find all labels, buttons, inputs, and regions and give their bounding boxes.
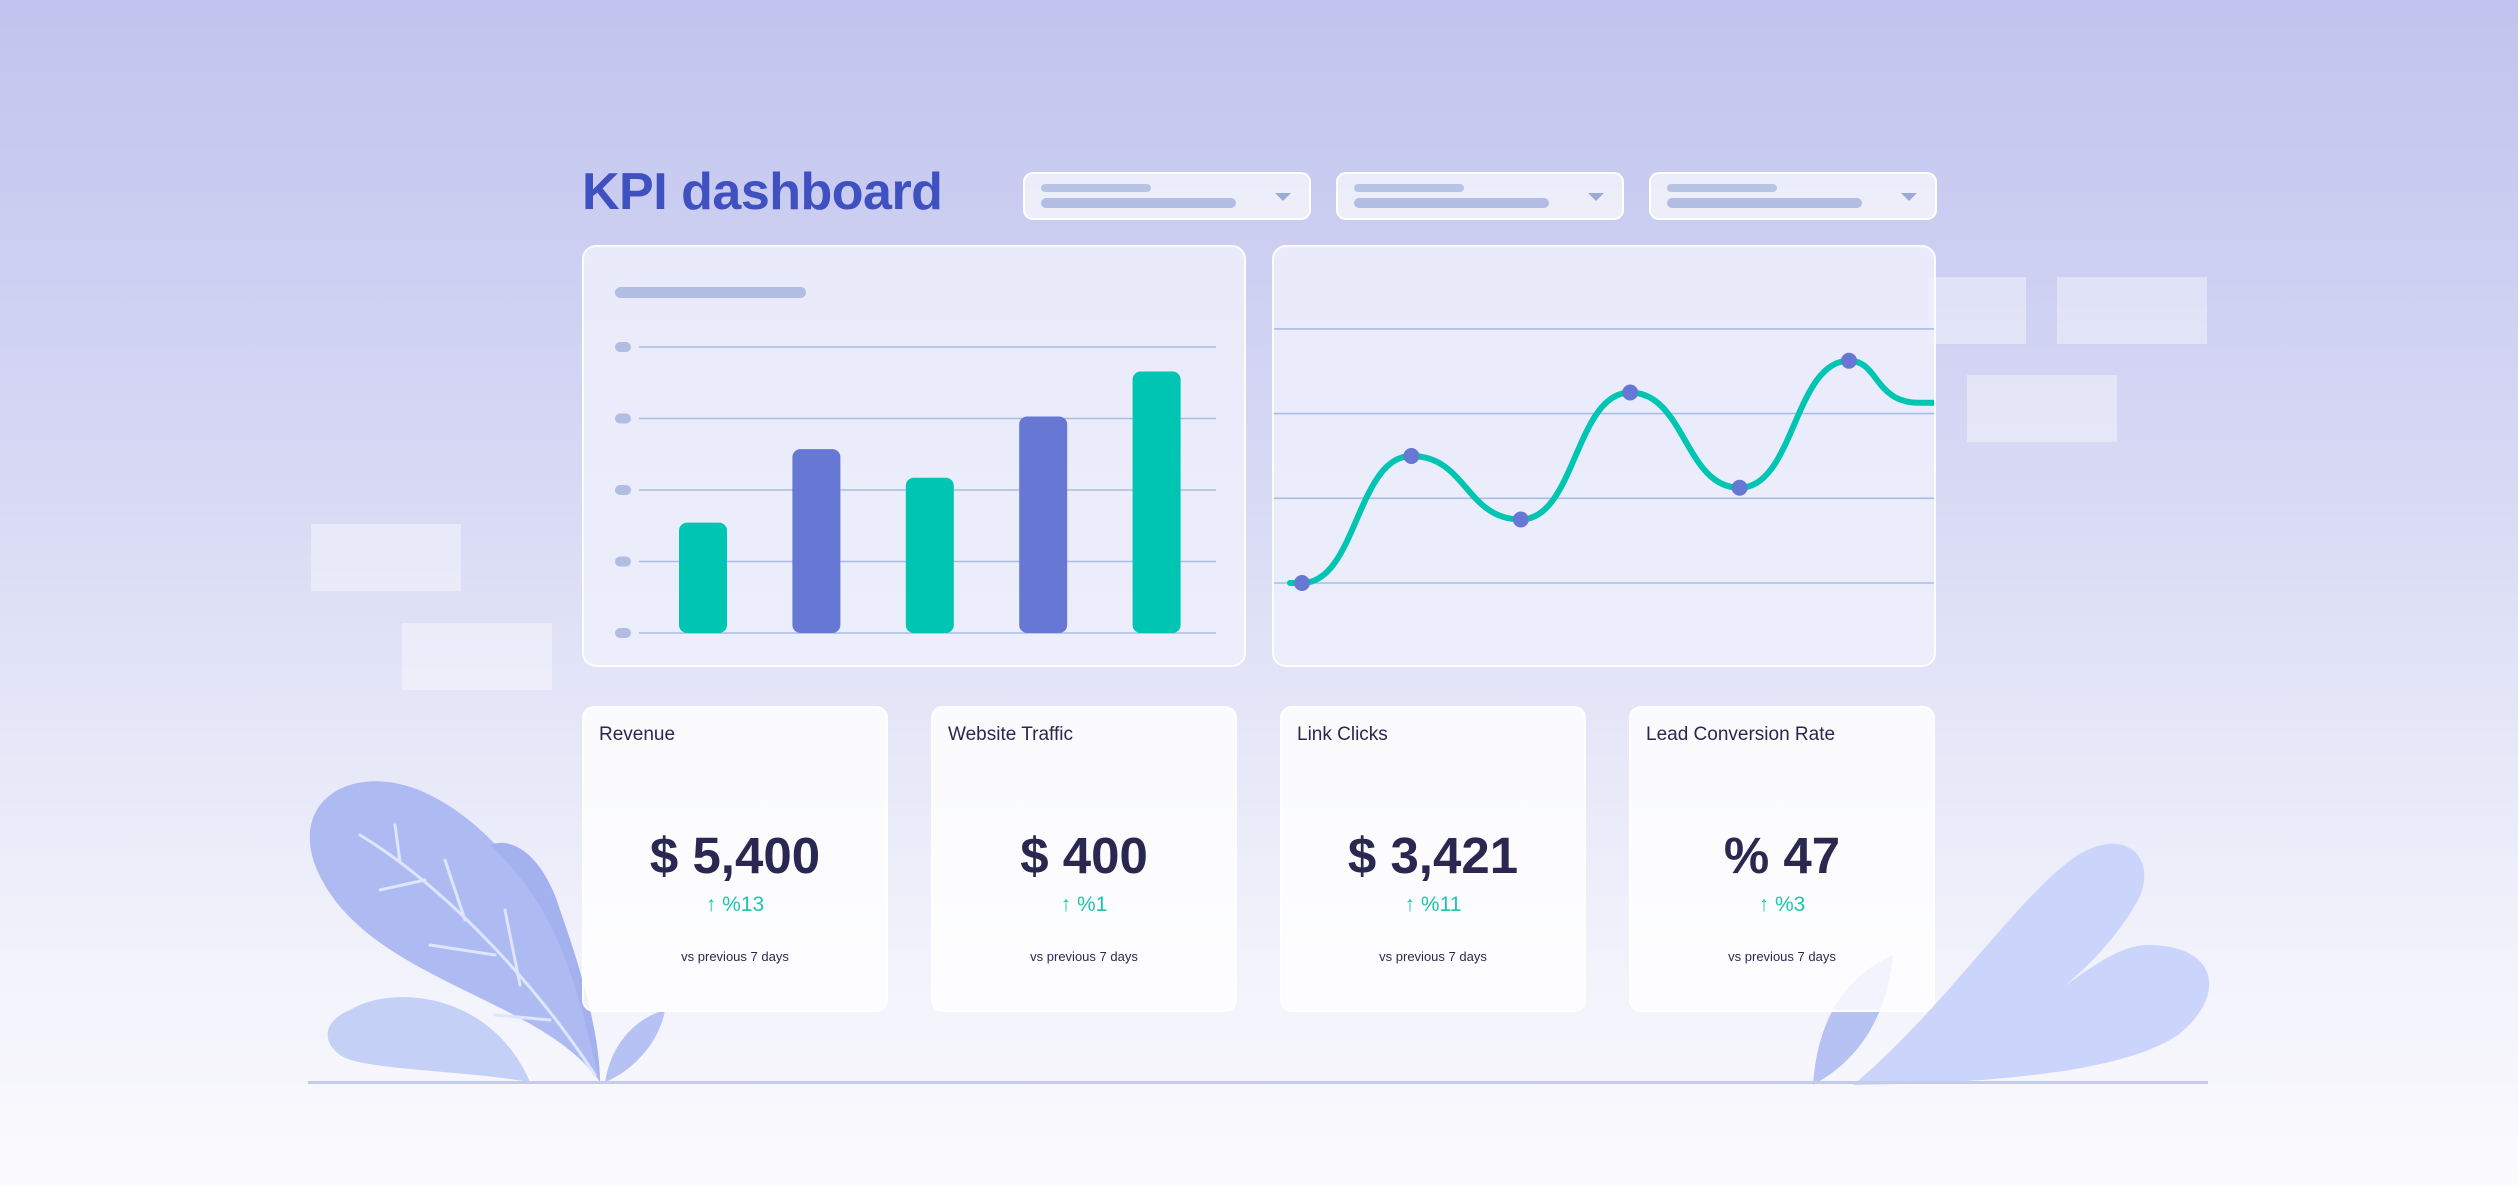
kpi-comparison: vs previous 7 days [1030,949,1138,964]
line-chart-panel [1272,245,1936,667]
filter-dropdown-1[interactable] [1023,172,1311,220]
kpi-card-website-traffic[interactable]: Website Traffic $ 400 ↑ %1 vs previous 7… [931,706,1237,1012]
placeholder-text [1354,184,1464,192]
kpi-change: ↑ %11 [1404,893,1462,916]
leaf-left-illustration [309,781,665,1082]
data-point [1841,352,1857,369]
chevron-down-icon [1275,193,1291,201]
kpi-change: ↑ %1 [1060,893,1108,916]
placeholder-text [1667,184,1777,192]
series-line [1287,357,1934,586]
y-tick-placeholder [615,413,631,424]
chevron-down-icon [1901,193,1917,201]
kpi-change: ↑ %13 [705,893,765,916]
kpi-card-revenue[interactable]: Revenue $ 5,400 ↑ %13 vs previous 7 days [582,706,888,1012]
chart-title-placeholder [615,287,806,298]
page-title: KPI dashboard [582,163,943,221]
y-tick-placeholder [615,556,631,567]
decorative-block [1928,277,2026,344]
kpi-comparison: vs previous 7 days [681,949,789,964]
kpi-value: $ 5,400 [649,827,821,884]
y-tick-placeholder [615,485,631,495]
decorative-block [2057,277,2207,344]
placeholder-text [1354,198,1549,208]
kpi-value: $ 3,421 [1347,827,1519,884]
filter-dropdown-3[interactable] [1649,172,1937,220]
data-point [1622,384,1639,401]
kpi-value: % 47 [1723,827,1841,884]
ground-line [308,1081,2208,1084]
data-point [1512,511,1529,528]
data-point [1294,575,1310,591]
decorative-block [402,623,552,690]
bar [792,449,841,633]
data-point [1403,448,1420,464]
y-tick-placeholder [615,342,631,352]
placeholder-text [1041,184,1151,192]
kpi-label: Lead Conversion Rate [1646,724,1836,745]
bar-chart [615,287,1216,638]
kpi-change: ↑ %3 [1758,893,1806,916]
kpi-comparison: vs previous 7 days [1728,949,1836,964]
kpi-label: Website Traffic [948,724,1073,745]
line-chart [1274,328,1934,591]
chevron-down-icon [1588,193,1604,201]
decorative-block [311,524,461,591]
bar [905,477,954,633]
y-tick-placeholder [615,628,631,638]
placeholder-text [1041,198,1236,208]
bar [1132,371,1181,633]
placeholder-text [1667,198,1862,208]
bar [679,522,727,633]
kpi-card-link-clicks[interactable]: Link Clicks $ 3,421 ↑ %11 vs previous 7 … [1280,706,1586,1012]
kpi-value: $ 400 [1020,827,1148,884]
kpi-comparison: vs previous 7 days [1379,949,1487,964]
decorative-block [1967,375,2117,442]
kpi-card-lead-conversion-rate[interactable]: Lead Conversion Rate % 47 ↑ %3 vs previo… [1629,706,1935,1012]
bar-chart-panel [582,245,1246,667]
kpi-label: Revenue [599,724,676,745]
bar [1019,416,1068,633]
filter-dropdown-2[interactable] [1336,172,1624,220]
data-point [1731,479,1748,496]
kpi-label: Link Clicks [1297,724,1388,745]
